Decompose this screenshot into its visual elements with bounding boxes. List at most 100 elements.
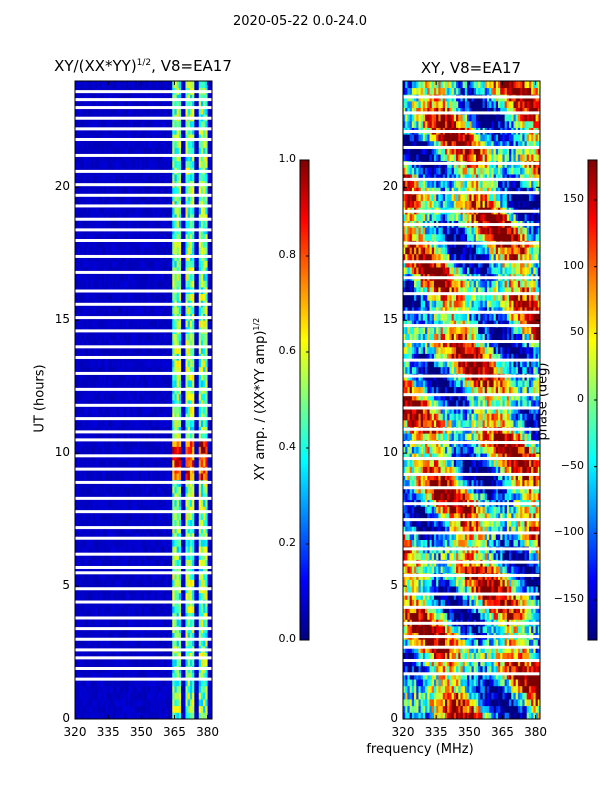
panel1-flagged-row — [75, 270, 212, 274]
panel1-title-rest: , V8=EA17 — [151, 57, 232, 75]
panel2-xtick-label: 365 — [490, 725, 514, 739]
panel2-flagged-row — [403, 645, 540, 649]
colorbar2-tick-label: 0 — [577, 392, 584, 405]
panel1-flagged-row — [75, 565, 212, 569]
panel2-flagged-row — [403, 161, 540, 165]
panel2-flagged-row — [403, 177, 540, 181]
panel1-flagged-row — [75, 254, 212, 258]
panel1-frame — [74, 80, 213, 720]
panel2-flagged-row — [403, 260, 540, 264]
panel2-flagged-row — [403, 672, 540, 676]
panel1-ytick-label: 20 — [54, 179, 70, 194]
panel1-flagged-row — [75, 656, 212, 660]
colorbar1-tick-label: 0.8 — [278, 248, 297, 261]
panel1-flagged-row — [75, 677, 212, 681]
panel1-flagged-row — [75, 98, 212, 102]
panel2-ytick-label: 20 — [382, 179, 398, 194]
panel2-flagged-row — [403, 573, 540, 577]
panel1-flagged-row — [75, 239, 212, 242]
panel1-flagged-row — [75, 467, 212, 471]
panel1-flagged-row — [75, 480, 212, 484]
panel2-flagged-row — [403, 635, 540, 639]
colorbar1-tick-label: 0.0 — [278, 632, 297, 645]
panel1-flagged-row — [75, 116, 212, 120]
figure-title: 2020-05-22 0.0-24.0 — [233, 14, 367, 29]
panel1-flagged-row — [75, 430, 212, 434]
colorbar1-tick-label: 0.4 — [278, 440, 297, 453]
panel1-flagged-row — [75, 387, 212, 391]
panel2-frame — [402, 80, 541, 720]
panel2-ytick-label: 5 — [390, 578, 398, 593]
panel2-flagged-row — [403, 592, 540, 596]
panel1-flagged-row — [75, 666, 212, 670]
panel1-flagged-row — [75, 496, 212, 500]
panel1-flagged-row — [75, 536, 212, 540]
panel1-xtick-label: 380 — [196, 725, 220, 739]
panel2-flagged-row — [403, 659, 540, 663]
panel2-flagged-row — [403, 441, 540, 445]
panel1-flagged-row — [75, 571, 212, 575]
panel2-ytick-label: 10 — [382, 445, 398, 460]
colorbar1-tick-label: 1.0 — [278, 152, 297, 165]
panel1-title: XY/(XX*YY)1/2, V8=EA17 — [38, 57, 248, 75]
colorbar1 — [299, 159, 310, 641]
panel1-flagged-row — [75, 183, 212, 187]
panel1-flagged-row — [75, 587, 212, 591]
colorbar2-tick-label: −150 — [553, 592, 584, 605]
panel1-flagged-row — [75, 329, 212, 333]
panel1-flagged-row — [75, 169, 212, 173]
panel1-flagged-row — [75, 417, 212, 421]
panel2-flagged-row — [403, 427, 540, 431]
panel2-flagged-row — [403, 605, 540, 609]
panel1-title-sup: 1/2 — [136, 58, 152, 68]
panel2-flagged-row — [403, 374, 540, 378]
panel1-ytick-label: 5 — [62, 578, 70, 593]
panel2-xtick-label: 320 — [391, 725, 415, 739]
colorbar2-tick-label: −100 — [553, 525, 584, 539]
panel1-flagged-row — [75, 204, 212, 208]
panel2-xtick-label: 335 — [424, 725, 448, 739]
panel2-heatmap — [403, 81, 541, 720]
panel2-flagged-row — [403, 621, 540, 625]
panel1-flagged-row — [75, 438, 212, 442]
panel1-title-main: XY/(XX*YY) — [54, 57, 137, 75]
panel1-flagged-row — [75, 289, 212, 293]
colorbar1-tick-label: 0.2 — [278, 536, 297, 549]
panel1-flagged-row — [75, 454, 212, 458]
colorbar1-tick-label: 0.6 — [278, 344, 297, 357]
panel1-flagged-row — [75, 127, 212, 131]
panel2-ytick-label: 0 — [390, 711, 398, 725]
panel2-flagged-row — [403, 241, 540, 245]
panel1-ytick-label: 15 — [54, 312, 70, 327]
panel2-flagged-row — [403, 406, 540, 410]
panel1-flagged-row — [75, 355, 212, 359]
panel2-ytick-label: 15 — [382, 312, 398, 327]
panel2-flagged-row — [403, 111, 540, 115]
panel1-flagged-row — [75, 510, 212, 514]
panel1-flagged-row — [75, 228, 212, 232]
panel2-flagged-row — [403, 340, 540, 344]
panel2-flagged-row — [403, 486, 540, 490]
colorbar2-tick-label: 50 — [570, 325, 584, 339]
panel1-xtick-label: 320 — [63, 725, 87, 739]
panel1-xtick-label: 335 — [96, 725, 120, 739]
panel1-flagged-row — [75, 90, 212, 94]
panel2-flagged-row — [403, 130, 540, 134]
panel1-flagged-row — [75, 106, 212, 110]
panel1-flagged-row — [75, 616, 212, 620]
panel2-flagged-row — [403, 358, 540, 362]
panel2-title: XY, V8=EA17 — [420, 59, 522, 77]
panel1-flagged-row — [75, 600, 212, 604]
x-axis-label: frequency (MHz) — [366, 742, 474, 757]
panel2-flagged-row — [403, 547, 540, 551]
panel1-flagged-row — [75, 153, 212, 157]
panel1-ytick-label: 0 — [62, 711, 70, 725]
panel1-flagged-row — [75, 345, 212, 349]
panel1-flagged-row — [75, 217, 212, 221]
panel2-xtick-label: 350 — [457, 725, 481, 739]
panel1-flagged-row — [75, 637, 212, 641]
panel1-flagged-row — [75, 302, 212, 306]
panel2-flagged-row — [403, 276, 540, 280]
panel1-ytick-label: 10 — [54, 445, 70, 460]
